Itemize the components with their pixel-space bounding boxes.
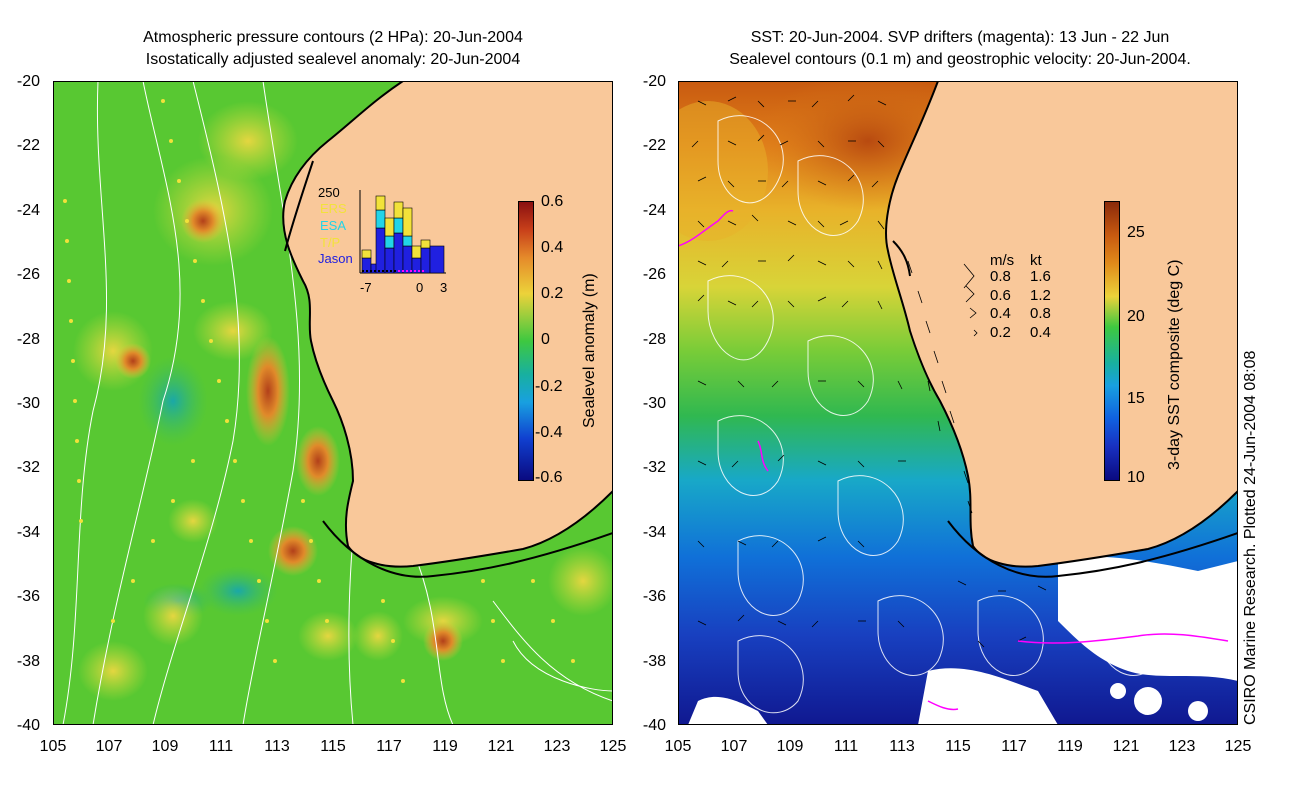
svp-drifter-tracks [678, 209, 1229, 711]
velocity-legend-ms: 0.4 [990, 305, 1011, 322]
sealevel-cbar-tick: -0.2 [535, 378, 563, 395]
x-tick: 123 [1168, 738, 1196, 755]
sst-cbar-tick: 15 [1127, 390, 1145, 407]
inset-legend-jason: Jason [318, 251, 353, 266]
left-title-line2: Isostatically adjusted sealevel anomaly:… [145, 51, 521, 68]
inset-xtick-1: -7 [360, 280, 372, 295]
velocity-legend-kt: 0.8 [1030, 305, 1051, 322]
velocity-legend-kt: 1.2 [1030, 287, 1051, 304]
x-tick: 119 [1057, 738, 1083, 755]
velocity-legend-header-kt: kt [1030, 252, 1042, 269]
y-tick: -38 [16, 653, 40, 670]
y-tick: -24 [16, 202, 40, 219]
velocity-legend-ms: 0.6 [990, 287, 1011, 304]
sealevel-colorbar [518, 201, 534, 481]
credit-text: CSIRO Marine Research. Plotted 24-Jun-20… [1242, 350, 1259, 725]
left-title-line1: Atmospheric pressure contours (2 HPa): 2… [143, 29, 523, 46]
inset-legend-tp: T/P [320, 235, 341, 250]
y-tick: -34 [642, 524, 666, 541]
x-tick: 113 [264, 738, 290, 755]
x-tick: 117 [376, 738, 402, 755]
sst-colorbar-label: 3-day SST composite (deg C) [1166, 259, 1183, 470]
y-tick: -24 [642, 202, 666, 219]
x-tick: 121 [1112, 738, 1140, 755]
sealevel-contours [707, 115, 1164, 714]
y-tick: -20 [642, 73, 666, 90]
sealevel-cbar-tick: 0.4 [541, 239, 564, 256]
y-tick: -40 [16, 717, 40, 734]
velocity-legend-ms: 0.2 [990, 324, 1011, 341]
y-tick: -30 [642, 395, 666, 412]
sst-cbar-tick: 10 [1127, 469, 1145, 486]
inset-xtick-2: 0 [416, 280, 424, 295]
x-tick: 117 [1001, 738, 1027, 755]
y-tick: -22 [16, 137, 40, 154]
inset-legend-esa: ESA [320, 218, 347, 233]
x-tick: 113 [889, 738, 915, 755]
velocity-legend-kt: 0.4 [1030, 324, 1051, 341]
y-tick: -32 [16, 459, 40, 476]
y-tick: -28 [642, 331, 666, 348]
y-tick: -22 [642, 137, 666, 154]
sealevel-cbar-tick: 0.2 [541, 285, 564, 302]
inset-xtick-3: 3 [440, 280, 448, 295]
cloud-mask [688, 556, 1238, 725]
velocity-legend-ms: 0.8 [990, 268, 1011, 285]
inset-ymax-label: 250 [318, 185, 340, 200]
satellite-track-points [63, 99, 575, 683]
x-tick: 115 [320, 738, 346, 755]
sst-cbar-tick: 25 [1127, 224, 1145, 241]
sealevel-cbar-tick: 0 [541, 331, 550, 348]
x-tick: 119 [432, 738, 458, 755]
sst-cbar-tick: 20 [1127, 308, 1145, 325]
x-tick: 125 [1224, 738, 1252, 755]
x-tick: 107 [720, 738, 748, 755]
x-tick: 111 [833, 738, 859, 755]
y-tick: -28 [16, 331, 40, 348]
x-tick: 123 [543, 738, 571, 755]
right-map [678, 81, 1238, 725]
sealevel-colorbar-label: Sealevel anomaly (m) [581, 273, 598, 428]
x-tick: 125 [599, 738, 627, 755]
x-tick: 105 [664, 738, 692, 755]
y-tick: -26 [16, 266, 40, 283]
x-tick: 109 [776, 738, 804, 755]
x-tick: 105 [39, 738, 67, 755]
velocity-legend-arrows [963, 263, 978, 337]
y-tick: -36 [642, 588, 666, 605]
sealevel-cbar-tick: 0.6 [541, 193, 564, 210]
y-tick: -30 [16, 395, 40, 412]
inset-legend-ers: ERS [320, 201, 347, 216]
x-tick: 107 [95, 738, 123, 755]
y-tick: -36 [16, 588, 40, 605]
right-title-line1: SST: 20-Jun-2004. SVP drifters (magenta)… [750, 29, 1170, 46]
x-tick: 111 [208, 738, 234, 755]
y-tick: -40 [642, 717, 666, 734]
velocity-legend-header-ms: m/s [990, 252, 1015, 269]
sealevel-cbar-tick: -0.6 [535, 469, 563, 486]
velocity-arrows [691, 94, 1047, 648]
x-tick: 121 [487, 738, 515, 755]
shelf-current-arrows [907, 260, 973, 514]
y-tick: -32 [642, 459, 666, 476]
y-tick: -20 [16, 73, 40, 90]
y-tick: -34 [16, 524, 40, 541]
right-title-line2: Sealevel contours (0.1 m) and geostrophi… [729, 51, 1191, 68]
satellite-count-inset [358, 188, 448, 278]
velocity-legend-kt: 1.6 [1030, 268, 1051, 285]
y-tick: -38 [642, 653, 666, 670]
sst-colorbar [1104, 201, 1120, 481]
x-tick: 109 [151, 738, 179, 755]
y-tick: -26 [642, 266, 666, 283]
x-tick: 115 [945, 738, 971, 755]
sealevel-cbar-tick: -0.4 [535, 424, 563, 441]
